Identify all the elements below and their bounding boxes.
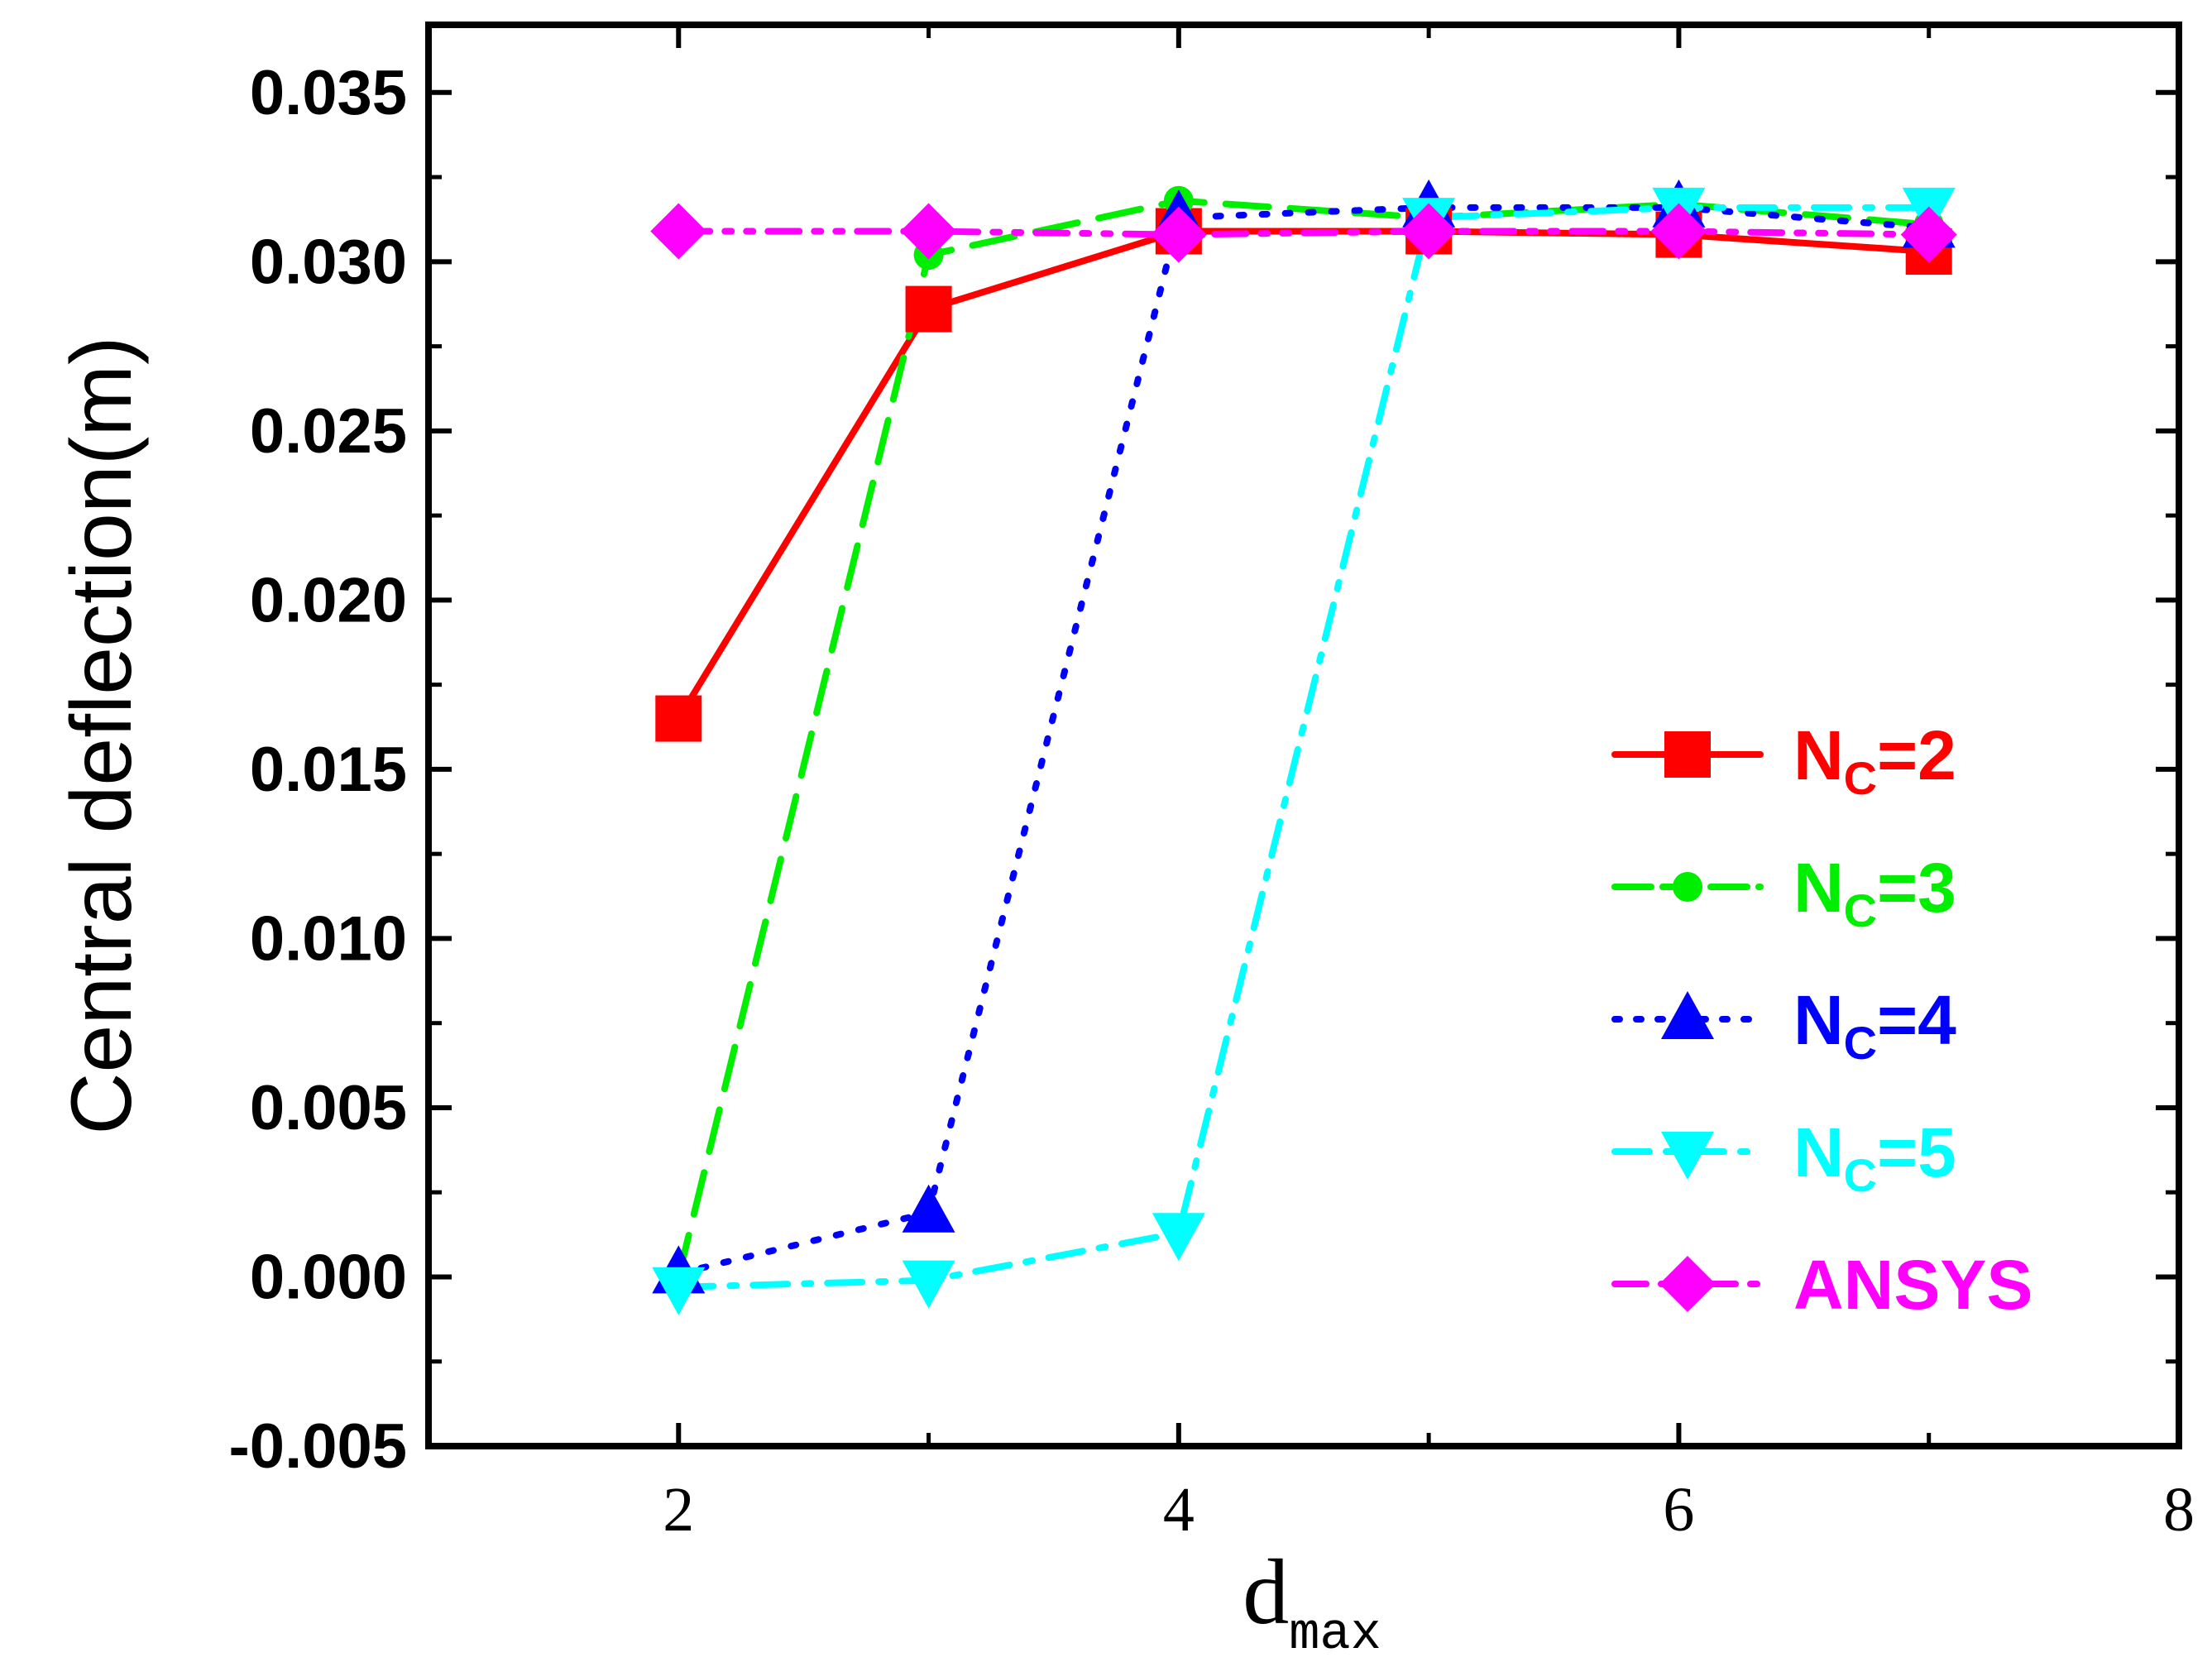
- legend-label-tail: =3: [1877, 849, 1956, 927]
- x-axis-label-main: d: [1242, 1541, 1289, 1644]
- data-point-2-1: [902, 1184, 955, 1233]
- series-0: [675, 228, 1932, 722]
- plot-area: [650, 179, 1957, 1315]
- x-tick-labels: 2 4 6 8: [663, 1475, 2195, 1545]
- legend-label-main: ANSYS: [1793, 1246, 2032, 1324]
- legend-entry-4: ANSYS: [1611, 1246, 2032, 1324]
- legend-label-main: N: [1793, 1114, 1844, 1191]
- x-tick-label: 8: [2163, 1475, 2195, 1545]
- legend-label-1: NC=3: [1793, 849, 1956, 936]
- legend-label-4: ANSYS: [1793, 1246, 2032, 1324]
- x-axis-label-subscript: max: [1289, 1605, 1381, 1664]
- legend-marker-0: [1664, 731, 1711, 778]
- legend-label-0: NC=2: [1793, 716, 1956, 804]
- legend-label-tail: =4: [1877, 981, 1956, 1059]
- y-tick-label: 0.010: [250, 903, 407, 974]
- y-tick-label: 0.020: [250, 565, 407, 635]
- series-markers-0: [655, 208, 1952, 742]
- legend-label-3: NC=5: [1793, 1114, 1956, 1201]
- legend-marker-2: [1661, 991, 1714, 1039]
- y-tick-label: 0.015: [250, 735, 407, 805]
- x-tick-label: 6: [1663, 1475, 1694, 1545]
- legend-marker-1: [1673, 872, 1702, 902]
- series-4: [675, 228, 1932, 238]
- legend-label-tail: =2: [1877, 716, 1956, 794]
- legend-label-main: N: [1793, 716, 1844, 794]
- legend-entry-2: NC=4: [1611, 981, 1956, 1069]
- legend-entry-3: NC=5: [1611, 1114, 1956, 1201]
- series-2: [675, 204, 1932, 1277]
- series-markers-1: [663, 185, 1944, 1292]
- legend-label-subscript: C: [1844, 1017, 1877, 1069]
- legend-label-tail: =5: [1877, 1114, 1956, 1191]
- y-tick-label: 0.025: [250, 396, 407, 467]
- legend-label-main: N: [1793, 849, 1844, 927]
- y-axis-label: Central deflection(m): [54, 336, 150, 1134]
- x-tick-label: 2: [663, 1475, 694, 1545]
- data-point-4-5: [1900, 206, 1957, 263]
- series-1: [675, 197, 1932, 1281]
- y-tick-label: -0.005: [229, 1411, 408, 1482]
- data-point-3-0: [652, 1267, 706, 1315]
- data-point-4-0: [650, 203, 707, 260]
- y-tick-label: 0.030: [250, 227, 407, 297]
- legend-label-subscript: C: [1844, 1149, 1877, 1201]
- y-tick-labels: -0.005 0.000 0.005 0.010 0.015 0.020 0.025 0.03…: [229, 58, 408, 1482]
- y-tick-label: 0.000: [250, 1242, 407, 1312]
- data-point-0-0: [655, 695, 702, 742]
- series-markers-2: [652, 179, 1956, 1294]
- series-markers-4: [650, 203, 1957, 263]
- plot-frame: [425, 22, 2182, 1449]
- legend-label-2: NC=4: [1793, 981, 1956, 1069]
- series-line-0: [675, 228, 1932, 722]
- data-point-3-1: [902, 1260, 955, 1309]
- legend-label-main: N: [1793, 981, 1844, 1059]
- legend-marker-3: [1661, 1132, 1714, 1180]
- x-tick-label: 4: [1163, 1475, 1195, 1545]
- legend-marker-4: [1659, 1256, 1716, 1312]
- y-tick-label: 0.005: [250, 1073, 407, 1143]
- series-line-4: [675, 228, 1932, 238]
- data-point-4-1: [900, 203, 957, 260]
- series-line-1: [675, 197, 1932, 1281]
- series-line-2: [675, 204, 1932, 1277]
- data-point-0-1: [905, 285, 952, 333]
- x-axis-label: dmax: [1242, 1541, 1381, 1664]
- series-3: [675, 204, 1932, 1291]
- data-point-3-2: [1151, 1213, 1205, 1262]
- legend-label-subscript: C: [1844, 752, 1877, 804]
- legend-entry-0: NC=2: [1611, 716, 1956, 804]
- legend-label-subscript: C: [1844, 884, 1877, 936]
- data-point-4-4: [1650, 203, 1707, 260]
- data-point-4-3: [1400, 203, 1458, 260]
- y-tick-label: 0.035: [250, 58, 407, 128]
- data-point-4-2: [1150, 206, 1207, 263]
- series-line-3: [675, 204, 1932, 1291]
- legend-entry-1: NC=3: [1611, 849, 1956, 936]
